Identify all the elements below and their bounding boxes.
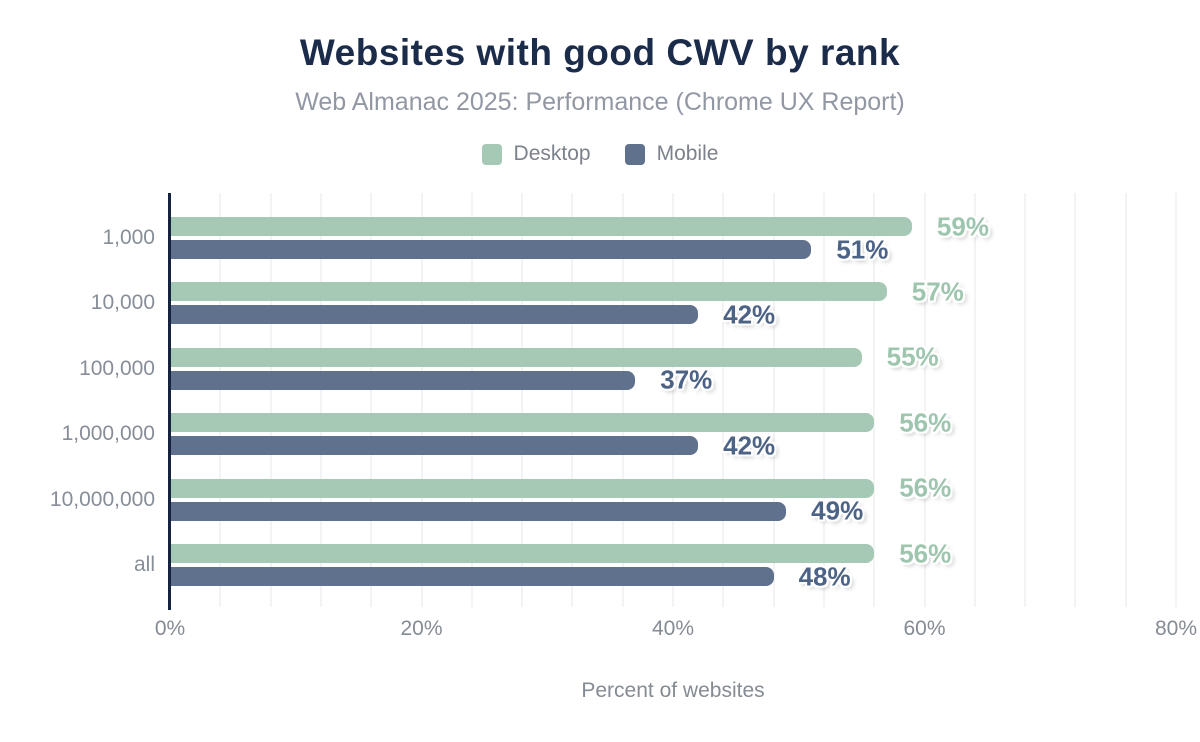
gridline (1175, 193, 1177, 607)
gridline (923, 193, 926, 607)
value-label-mobile-4: 49% (811, 495, 864, 526)
bar-mobile-3[interactable] (170, 436, 699, 456)
category-label: 1,000 (102, 226, 155, 249)
x-tick-label: 40% (651, 617, 695, 640)
category-label: all (133, 553, 155, 576)
gridline (571, 193, 574, 607)
value-label-mobile-3: 42% (723, 430, 776, 461)
value-label-desktop-3: 56% (899, 407, 952, 438)
gridline (370, 193, 373, 607)
bar-desktop-5[interactable] (170, 544, 875, 563)
bar-desktop-2[interactable] (170, 347, 862, 367)
gridline (269, 193, 272, 607)
bar-desktop-3[interactable] (170, 413, 875, 433)
category-label: 1,000,000 (61, 422, 155, 446)
value-label-desktop-1: 57% (911, 276, 964, 307)
value-label-mobile-0: 51% (836, 234, 889, 264)
bar-mobile-4[interactable] (170, 501, 787, 521)
gridline (873, 193, 876, 607)
gridline (1124, 193, 1127, 607)
gridline (521, 193, 524, 607)
legend-marker-icon (481, 143, 502, 165)
chart-title: Websites with good CWV by rank (299, 32, 901, 73)
value-label-desktop-4: 56% (899, 472, 952, 503)
gridline (822, 193, 825, 607)
x-tick-label: 60% (903, 617, 946, 640)
legend: Desktop Mobile (0, 142, 1200, 166)
value-label-mobile-1: 42% (723, 299, 776, 330)
gridline (722, 193, 725, 607)
bar-mobile-2[interactable] (170, 370, 636, 390)
gridline (772, 193, 775, 607)
bar-desktop-0[interactable] (170, 217, 912, 236)
x-tick-label: 20% (400, 617, 443, 640)
gridline (973, 193, 976, 607)
gridline (420, 193, 423, 607)
gridline (319, 193, 322, 607)
gridline (1074, 193, 1077, 607)
bar-desktop-1[interactable] (170, 282, 887, 302)
bar-mobile-0[interactable] (170, 240, 812, 259)
legend-item-desktop[interactable]: Desktop (481, 142, 591, 166)
value-label-desktop-0: 59% (936, 211, 989, 241)
bar-mobile-1[interactable] (170, 305, 699, 325)
gridline (672, 193, 674, 607)
bar-mobile-5[interactable] (170, 567, 774, 586)
x-axis-title: Percent of websites (581, 679, 765, 702)
legend-label: Mobile (656, 142, 719, 165)
value-label-desktop-2: 55% (886, 341, 939, 372)
x-tick-label: 0% (154, 617, 186, 640)
gridline (1024, 193, 1027, 607)
legend-item-mobile[interactable]: Mobile (624, 142, 719, 166)
gridline (470, 193, 473, 607)
gridline (219, 193, 222, 607)
legend-marker-icon (624, 143, 645, 165)
category-label: 100,000 (79, 356, 155, 380)
value-label-mobile-2: 37% (660, 364, 713, 395)
plot-area: Percent of websites 0% 20% 40% 60% 80% 1,000 5… (50, 193, 1197, 702)
category-label: 10,000,000 (49, 487, 155, 511)
legend-label: Desktop (513, 142, 591, 165)
y-axis-line (168, 193, 171, 610)
value-label-mobile-5: 48% (798, 561, 851, 591)
bar-desktop-4[interactable] (170, 478, 875, 498)
value-label-desktop-5: 56% (899, 538, 952, 568)
gridline (621, 193, 624, 607)
chart-subtitle: Web Almanac 2025: Performance (Chrome UX… (295, 88, 905, 116)
x-tick-label: 80% (1154, 617, 1198, 640)
category-label: 10,000 (90, 291, 155, 315)
